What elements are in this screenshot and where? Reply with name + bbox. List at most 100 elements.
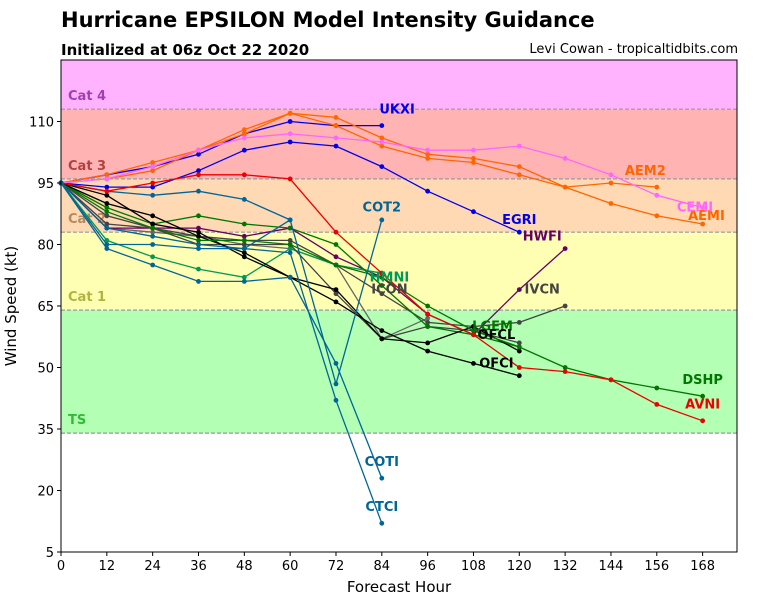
model-label-icon: ICON	[371, 283, 407, 298]
data-point	[333, 143, 339, 149]
data-point	[516, 320, 522, 325]
x-tick-label: 84	[374, 559, 391, 574]
y-axis-label: Wind Speed (kt)	[2, 246, 20, 367]
data-point	[654, 213, 660, 219]
data-point	[471, 160, 476, 165]
data-point	[150, 164, 156, 170]
data-point	[196, 242, 201, 247]
data-point	[333, 229, 339, 235]
data-point	[379, 164, 385, 170]
x-tick-label: 36	[190, 559, 207, 574]
series-line-cot2	[60, 182, 383, 387]
data-point	[379, 270, 385, 276]
data-point	[241, 127, 247, 133]
model-label-ofci: OFCI	[479, 357, 513, 372]
y-tick-label: 95	[37, 177, 54, 192]
data-point	[196, 233, 201, 239]
data-point	[196, 238, 201, 243]
data-point	[150, 221, 156, 227]
x-tick-label: 12	[99, 559, 116, 574]
band-cat-4	[61, 60, 737, 110]
data-point	[516, 365, 522, 370]
data-point	[654, 402, 660, 407]
x-tick-label: 96	[419, 559, 436, 574]
data-point	[104, 205, 110, 211]
category-bands	[61, 60, 737, 434]
data-point	[104, 209, 110, 215]
data-point	[241, 221, 247, 227]
data-point	[425, 340, 431, 346]
data-point	[150, 225, 156, 231]
data-point	[516, 164, 522, 170]
data-point	[700, 205, 706, 211]
x-tick-label: 24	[144, 559, 161, 574]
data-point	[425, 188, 431, 194]
data-point	[150, 233, 156, 239]
data-point	[516, 348, 522, 354]
data-point	[104, 201, 110, 206]
data-point	[425, 320, 431, 325]
data-point	[562, 365, 568, 370]
data-point	[150, 168, 156, 174]
x-tick-label: 48	[236, 559, 253, 574]
x-tick-label: 120	[507, 559, 532, 574]
data-point	[241, 238, 247, 243]
data-point	[333, 254, 339, 260]
data-point	[150, 184, 156, 190]
data-point	[333, 242, 339, 247]
data-point	[379, 143, 385, 149]
model-label-cemi: CEMI	[677, 201, 713, 216]
data-point	[241, 147, 247, 153]
data-point	[516, 172, 522, 178]
y-tick-label: 5	[46, 546, 54, 561]
data-point	[516, 373, 522, 379]
data-point	[104, 242, 110, 247]
data-point	[241, 233, 247, 239]
data-point	[700, 418, 706, 424]
data-point	[379, 328, 385, 333]
model-label-aem2: AEM2	[625, 164, 666, 179]
data-point	[425, 156, 431, 161]
data-point	[150, 180, 156, 186]
data-point	[379, 336, 385, 342]
data-point	[333, 381, 339, 387]
band-cat-2	[61, 178, 737, 233]
data-point	[333, 299, 339, 305]
data-point	[333, 262, 339, 268]
model-label-cot2: COT2	[363, 201, 402, 216]
data-point	[241, 197, 247, 202]
data-point	[516, 344, 522, 350]
data-point	[425, 151, 431, 157]
data-point	[333, 361, 339, 366]
data-point	[700, 221, 706, 227]
y-tick-label: 110	[29, 116, 54, 131]
data-point	[471, 147, 476, 153]
data-point	[196, 147, 201, 153]
model-label-dshp: DSHP	[682, 373, 723, 388]
data-point	[379, 123, 385, 128]
band-label: Cat 4	[68, 89, 106, 104]
data-point	[241, 242, 247, 247]
data-point	[241, 172, 247, 178]
model-label-avni: AVNI	[685, 398, 720, 413]
series-line-aem2	[60, 112, 657, 188]
data-point	[241, 135, 247, 141]
data-point	[562, 369, 568, 374]
data-point	[196, 229, 201, 235]
data-point	[516, 287, 522, 292]
data-point	[471, 328, 476, 333]
x-axis-ticks: 0 12 24 36 48 60 72 84 96 108 120 132 144 156 168	[57, 552, 715, 574]
band-ts	[61, 310, 737, 434]
data-point	[287, 217, 293, 223]
data-point	[654, 184, 660, 190]
data-point	[150, 262, 156, 268]
data-point	[104, 188, 110, 194]
model-label-ctci: CTCI	[365, 500, 398, 515]
data-point	[104, 213, 110, 219]
data-point	[471, 332, 476, 338]
model-label-egri: EGRI	[502, 213, 536, 228]
data-point	[562, 184, 568, 190]
data-point	[379, 475, 385, 481]
series-line-hwfi	[60, 182, 566, 336]
data-point	[471, 324, 476, 329]
